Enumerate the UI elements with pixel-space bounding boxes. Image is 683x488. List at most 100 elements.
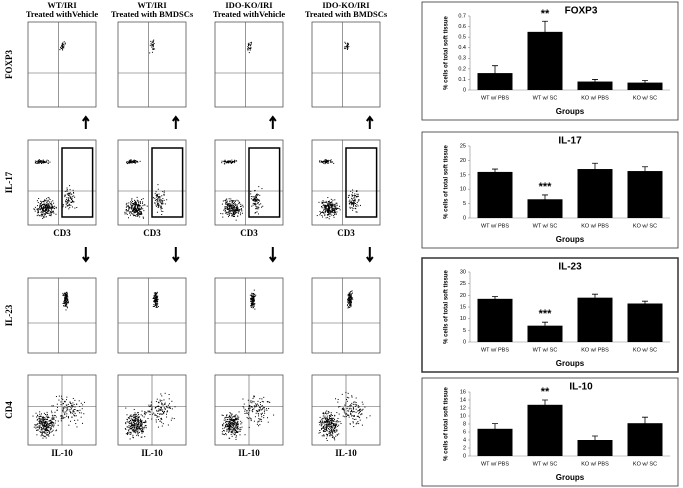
event-dot	[251, 196, 252, 197]
event-dot	[319, 214, 320, 215]
event-dot	[76, 404, 77, 405]
event-dot	[230, 417, 231, 418]
event-dot	[126, 209, 127, 210]
event-dot	[224, 206, 225, 207]
event-dot	[325, 417, 326, 418]
event-dot	[46, 209, 47, 210]
event-dot	[227, 204, 228, 205]
event-dot	[68, 198, 69, 199]
event-dot	[133, 209, 134, 210]
event-dot	[327, 210, 328, 211]
event-dot	[255, 197, 256, 198]
event-dot	[37, 430, 38, 431]
event-dot	[48, 417, 49, 418]
event-dot	[66, 309, 67, 310]
x-label: IL-10	[335, 448, 357, 458]
event-dot	[133, 425, 134, 426]
event-dot	[128, 433, 129, 434]
event-dot	[130, 215, 131, 216]
event-dot	[61, 398, 62, 399]
event-dot	[268, 408, 269, 409]
event-dot	[44, 205, 45, 206]
event-dot	[62, 48, 63, 49]
event-dot	[234, 428, 235, 429]
event-dot	[154, 298, 155, 299]
x-label: IL-10	[141, 448, 163, 458]
event-dot	[222, 161, 223, 162]
event-dot	[241, 422, 242, 423]
event-dot	[53, 435, 54, 436]
event-dot	[40, 416, 41, 417]
event-dot	[39, 411, 40, 412]
event-dot	[235, 204, 236, 205]
event-dot	[166, 199, 167, 200]
event-dot	[43, 207, 44, 208]
event-dot	[230, 209, 231, 210]
event-dot	[137, 412, 138, 413]
gate	[249, 148, 280, 217]
y-tick-label: 12	[460, 405, 466, 411]
event-dot	[335, 427, 336, 428]
event-dot	[335, 208, 336, 209]
event-dot	[332, 209, 333, 210]
event-dot	[157, 203, 158, 204]
event-dot	[157, 303, 158, 304]
event-dot	[156, 306, 157, 307]
event-dot	[136, 208, 137, 209]
event-dot	[229, 201, 230, 202]
event-dot	[69, 207, 70, 208]
event-dot	[42, 423, 43, 424]
event-dot	[337, 208, 338, 209]
event-dot	[242, 213, 243, 214]
event-dot	[331, 435, 332, 436]
event-dot	[237, 416, 238, 417]
event-dot	[235, 427, 236, 428]
event-dot	[260, 402, 261, 403]
event-dot	[222, 415, 223, 416]
event-dot	[140, 202, 141, 203]
event-dot	[352, 415, 353, 416]
event-dot	[65, 200, 66, 201]
event-dot	[132, 427, 133, 428]
event-dot	[249, 417, 250, 418]
event-dot	[360, 409, 361, 410]
event-dot	[162, 198, 163, 199]
event-dot	[135, 432, 136, 433]
event-dot	[157, 302, 158, 303]
event-dot	[66, 199, 67, 200]
event-dot	[156, 419, 157, 420]
event-dot	[130, 201, 131, 202]
event-dot	[126, 205, 127, 206]
significance: **	[541, 8, 550, 20]
event-dot	[160, 200, 161, 201]
event-dot	[237, 210, 238, 211]
event-dot	[79, 406, 80, 407]
event-dot	[326, 162, 327, 163]
event-dot	[327, 214, 328, 215]
event-dot	[158, 306, 159, 307]
x-tick-label: WT w/ PBS	[481, 223, 509, 229]
event-dot	[234, 162, 235, 163]
event-dot	[131, 202, 132, 203]
event-dot	[125, 213, 126, 214]
event-dot	[233, 207, 234, 208]
event-dot	[127, 426, 128, 427]
event-dot	[229, 425, 230, 426]
y-tick-label: 0.7	[458, 13, 466, 19]
event-dot	[353, 422, 354, 423]
event-dot	[258, 418, 259, 419]
event-dot	[330, 433, 331, 434]
x-label: CD3	[53, 228, 71, 238]
event-dot	[257, 424, 258, 425]
event-dot	[62, 411, 63, 412]
event-dot	[351, 408, 352, 409]
event-dot	[353, 204, 354, 205]
event-dot	[137, 162, 138, 163]
event-dot	[136, 419, 137, 420]
event-dot	[320, 417, 321, 418]
event-dot	[52, 417, 53, 418]
event-dot	[349, 408, 350, 409]
event-dot	[232, 206, 233, 207]
event-dot	[154, 306, 155, 307]
event-dot	[230, 421, 231, 422]
